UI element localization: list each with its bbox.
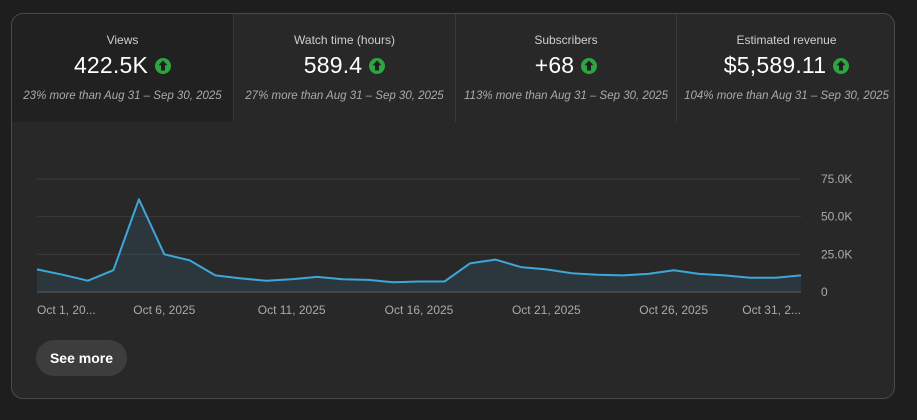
data-point xyxy=(264,278,269,283)
data-point xyxy=(773,275,778,280)
data-point xyxy=(799,273,804,278)
data-point xyxy=(315,274,320,279)
data-point xyxy=(518,265,523,270)
metric-comparison: 27% more than Aug 31 – Sep 30, 2025 xyxy=(245,90,444,102)
data-point xyxy=(35,267,40,272)
data-point xyxy=(569,271,574,276)
metric-tab-watch-time[interactable]: Watch time (hours) 589.4 27% more than A… xyxy=(233,14,455,122)
metric-comparison: 104% more than Aug 31 – Sep 30, 2025 xyxy=(684,90,889,102)
up-arrow-icon xyxy=(155,57,172,74)
x-tick-label: Oct 1, 20... xyxy=(37,303,96,317)
views-chart[interactable]: 0 25.0K 50.0K 75.0K Oct 1, 20... Oct 6, 2025 O… xyxy=(12,122,895,332)
views-line xyxy=(36,198,802,284)
metric-tab-views[interactable]: Views 422.5K 23% more than Aug 31 – Sep … xyxy=(12,14,233,122)
metric-tab-revenue[interactable]: Estimated revenue $5,589.11 104% more th… xyxy=(676,14,894,122)
data-point xyxy=(136,197,141,202)
y-tick-label: 25.0K xyxy=(821,247,852,261)
data-point xyxy=(85,278,90,283)
data-point xyxy=(289,277,294,282)
x-tick-label: Oct 21, 2025 xyxy=(512,303,581,317)
data-point xyxy=(697,271,702,276)
y-tick-label: 75.0K xyxy=(821,172,852,186)
data-point xyxy=(722,273,727,278)
data-point xyxy=(111,268,116,273)
metric-title: Estimated revenue xyxy=(736,33,837,47)
x-tick-label: Oct 16, 2025 xyxy=(385,303,454,317)
see-more-button[interactable]: See more xyxy=(36,340,127,376)
data-point xyxy=(620,273,625,278)
data-point xyxy=(544,267,549,272)
metric-comparison: 23% more than Aug 31 – Sep 30, 2025 xyxy=(23,90,222,102)
x-tick-label: Oct 26, 2025 xyxy=(639,303,708,317)
y-tick-label: 0 xyxy=(821,285,828,299)
data-point xyxy=(493,257,498,262)
metric-title: Subscribers xyxy=(534,33,598,47)
views-area xyxy=(37,199,801,292)
up-arrow-icon xyxy=(369,57,386,74)
metric-title: Views xyxy=(106,33,139,47)
metric-tab-subscribers[interactable]: Subscribers +68 113% more than Aug 31 – … xyxy=(455,14,676,122)
data-point xyxy=(442,279,447,284)
data-point xyxy=(646,271,651,276)
data-point xyxy=(162,252,167,257)
metric-tabs: Views 422.5K 23% more than Aug 31 – Sep … xyxy=(12,14,894,122)
data-point xyxy=(467,261,472,266)
data-point xyxy=(340,277,345,282)
data-point xyxy=(366,277,371,282)
data-point xyxy=(595,272,600,277)
metric-title: Watch time (hours) xyxy=(294,33,395,47)
x-tick-label: Oct 11, 2025 xyxy=(258,303,326,317)
metric-value: +68 xyxy=(534,52,575,78)
x-tick-label: Oct 31, 2... xyxy=(742,303,801,317)
up-arrow-icon xyxy=(581,57,598,74)
metric-value: 589.4 xyxy=(303,52,363,78)
metric-value: 422.5K xyxy=(73,52,149,78)
data-point xyxy=(187,258,192,263)
metric-value: $5,589.11 xyxy=(723,52,827,78)
metric-comparison: 113% more than Aug 31 – Sep 30, 2025 xyxy=(464,90,668,102)
up-arrow-icon xyxy=(833,57,850,74)
analytics-card: Views 422.5K 23% more than Aug 31 – Sep … xyxy=(11,13,895,399)
data-point xyxy=(748,275,753,280)
data-point xyxy=(417,279,422,284)
data-point xyxy=(60,272,65,277)
x-tick-label: Oct 6, 2025 xyxy=(133,303,195,317)
data-point xyxy=(238,276,243,281)
data-point xyxy=(671,268,676,273)
y-tick-label: 50.0K xyxy=(821,210,852,224)
data-point xyxy=(391,280,396,285)
data-point xyxy=(213,273,218,278)
